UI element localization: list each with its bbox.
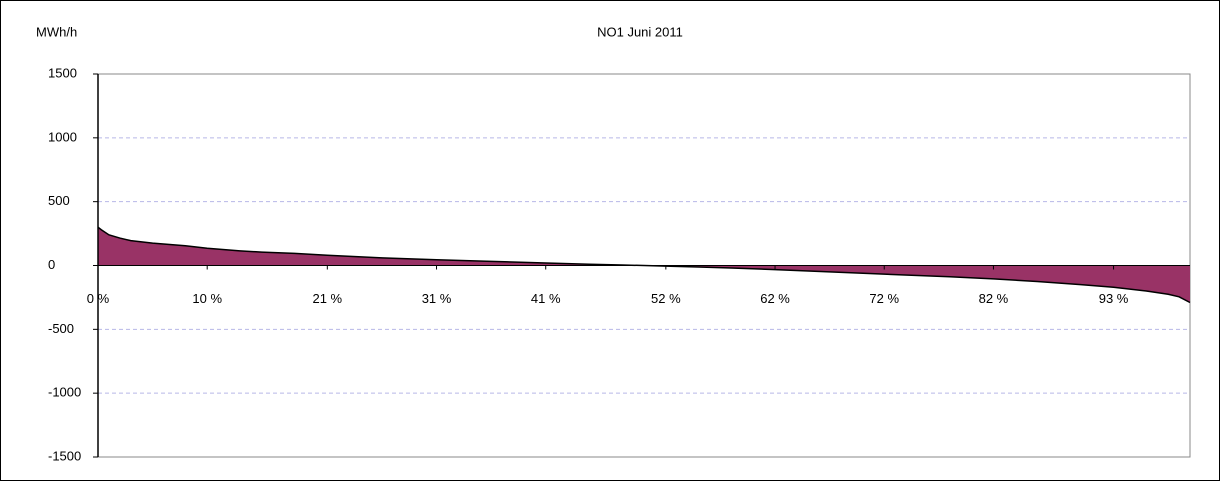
- x-tick-label: 52 %: [651, 291, 681, 306]
- y-tick-label: -1500: [48, 448, 81, 463]
- area: [98, 227, 1190, 303]
- y-tick-label: 500: [48, 193, 70, 208]
- x-tick-label: 21 %: [312, 291, 342, 306]
- y-tick-label: 1500: [48, 65, 77, 80]
- y-tick-label: -1000: [48, 385, 81, 400]
- line: [97, 226, 1191, 304]
- y-axis-label: MWh/h: [36, 24, 77, 39]
- y-tick-label: 0: [48, 257, 55, 272]
- x-tick-label: 62 %: [760, 291, 790, 306]
- x-tick-label: 41 %: [531, 291, 561, 306]
- y-tick-label: 1000: [48, 129, 77, 144]
- x-tick-label: 10 %: [192, 291, 222, 306]
- x-tick-label: 31 %: [422, 291, 452, 306]
- x-tick-label: 93 %: [1099, 291, 1129, 306]
- y-tick-label: -500: [48, 321, 74, 336]
- chart-title: NO1 Juni 2011: [597, 24, 683, 39]
- x-tick-label: 82 %: [979, 291, 1009, 306]
- x-tick-label: 72 %: [869, 291, 899, 306]
- x-tick-label: 0 %: [87, 291, 110, 306]
